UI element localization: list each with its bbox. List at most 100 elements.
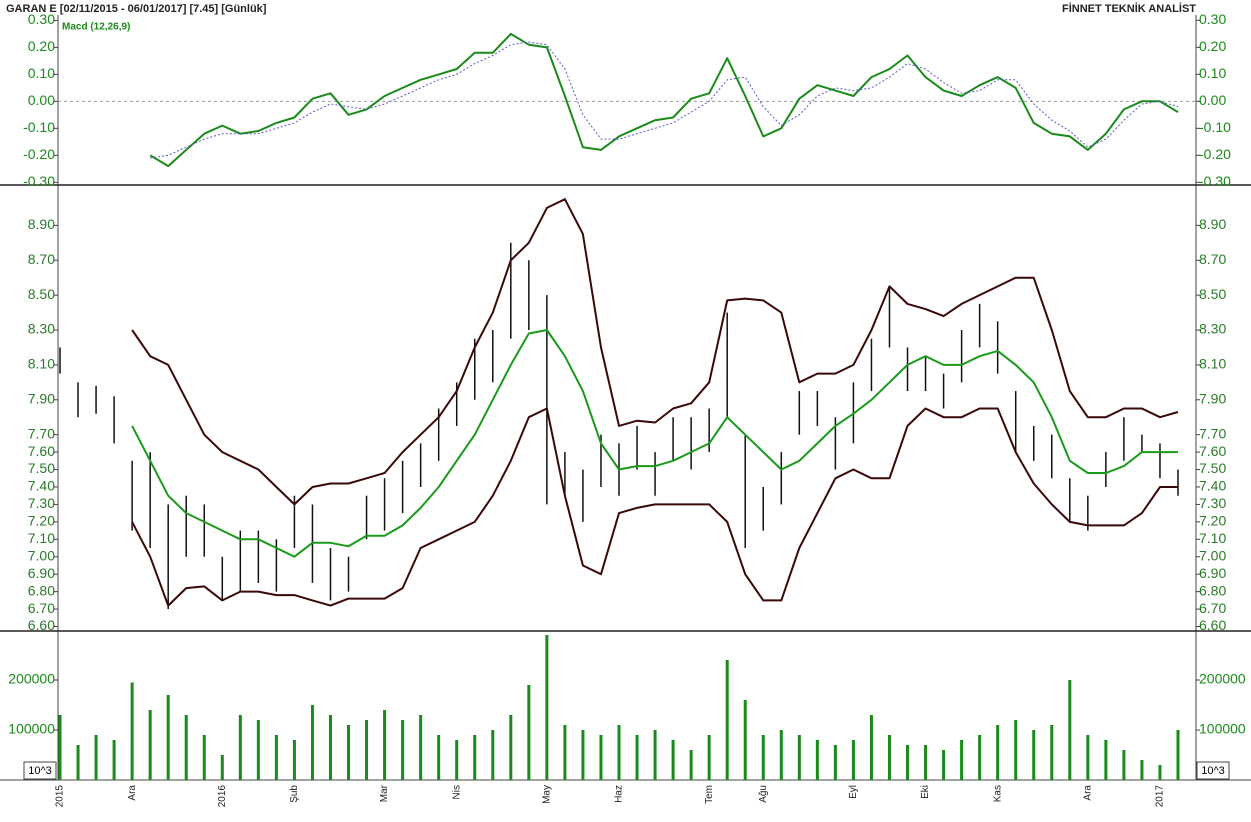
volume-bar — [112, 740, 116, 780]
volume-bar — [942, 750, 946, 780]
x-tick-label: Haz — [614, 785, 625, 803]
y-tick-label: -0.20 — [1199, 146, 1231, 162]
volume-bar — [1122, 750, 1126, 780]
x-tick-label: May — [542, 785, 553, 804]
y-tick-label: 7.70 — [28, 425, 55, 441]
y-tick-label: 100000 — [1199, 721, 1246, 737]
volume-bar — [383, 710, 387, 780]
y-tick-label: -0.10 — [23, 119, 55, 135]
y-tick-label: 6.70 — [1199, 600, 1226, 616]
volume-bar — [58, 715, 62, 780]
volume-bar — [1158, 765, 1162, 780]
volume-bar — [743, 700, 747, 780]
volume-bar — [617, 725, 621, 780]
line-series — [131, 198, 1179, 506]
volume-bar — [671, 740, 675, 780]
volume-bar — [1050, 725, 1054, 780]
volume-bar — [1140, 760, 1144, 780]
x-tick-label: Şub — [289, 785, 300, 803]
unit-label: 10^3 — [28, 765, 52, 777]
y-tick-label: 7.50 — [1199, 460, 1226, 476]
y-tick-label: 7.60 — [28, 443, 55, 459]
volume-bar — [256, 720, 260, 780]
y-tick-label: 7.90 — [28, 390, 55, 406]
y-tick-label: 7.40 — [1199, 478, 1226, 494]
volume-bar — [707, 735, 711, 780]
y-tick-label: 7.70 — [1199, 425, 1226, 441]
y-tick-label: 0.00 — [28, 92, 55, 108]
y-tick-label: 8.10 — [1199, 356, 1226, 372]
y-tick-label: 0.20 — [28, 38, 55, 54]
y-tick-label: 6.80 — [1199, 582, 1226, 598]
volume-bar — [1014, 720, 1018, 780]
line-series — [149, 32, 1179, 168]
x-tick-label: 2017 — [1155, 785, 1166, 808]
volume-bar — [1104, 740, 1108, 780]
y-tick-label: 7.50 — [28, 460, 55, 476]
volume-bar — [166, 695, 170, 780]
x-tick-label: Tem — [704, 785, 715, 804]
y-tick-label: 7.20 — [1199, 513, 1226, 529]
volume-bar — [960, 740, 964, 780]
y-tick-label: 8.90 — [28, 216, 55, 232]
volume-bar — [581, 730, 585, 780]
volume-bar — [924, 745, 928, 780]
y-tick-label: 6.90 — [1199, 565, 1226, 581]
volume-bar — [797, 735, 801, 780]
volume-bar — [491, 730, 495, 780]
volume-bar — [437, 735, 441, 780]
y-tick-label: 7.00 — [1199, 547, 1226, 563]
volume-bar — [220, 755, 224, 780]
volume-bar — [473, 735, 477, 780]
x-tick-label: Mar — [379, 784, 390, 802]
symbol-header: GARAN E [02/11/2015 - 06/01/2017] [7.45]… — [6, 3, 267, 15]
volume-bar — [310, 705, 314, 780]
volume-bar — [833, 745, 837, 780]
line-series — [131, 329, 1178, 558]
y-tick-label: 0.00 — [1199, 92, 1226, 108]
y-tick-label: 7.40 — [28, 478, 55, 494]
volume-bar — [1086, 735, 1090, 780]
x-tick-label: Nis — [451, 785, 462, 799]
y-tick-label: 0.30 — [1199, 11, 1226, 27]
volume-bar — [635, 735, 639, 780]
legend: Macd (12,26,9) — [62, 22, 130, 33]
unit-box — [23, 761, 57, 780]
unit-label: 10^3 — [1201, 765, 1225, 777]
volume-bar — [130, 682, 134, 780]
y-tick-label: 0.30 — [28, 11, 55, 27]
volume-bar — [509, 715, 513, 780]
volume-bar — [761, 735, 765, 780]
volume-bar — [455, 740, 459, 780]
volume-bar — [779, 730, 783, 780]
y-tick-label: 7.00 — [28, 547, 55, 563]
y-tick-label: 0.10 — [1199, 65, 1226, 81]
volume-bar — [725, 660, 729, 780]
x-tick-label: Kas — [992, 785, 1003, 802]
y-tick-label: -0.30 — [23, 173, 55, 189]
y-tick-label: -0.10 — [1199, 119, 1231, 135]
y-tick-label: 7.10 — [1199, 530, 1226, 546]
y-tick-label: 7.60 — [1199, 443, 1226, 459]
volume-bar — [1068, 680, 1072, 780]
volume-bar — [978, 735, 982, 780]
y-tick-label: 7.20 — [28, 513, 55, 529]
y-tick-label: 6.60 — [28, 617, 55, 633]
y-tick-label: 6.70 — [28, 600, 55, 616]
volume-bar — [869, 715, 873, 780]
y-tick-label: 7.30 — [1199, 495, 1226, 511]
x-tick-label: 2016 — [217, 785, 228, 808]
volume-bar — [365, 720, 369, 780]
volume-bar — [996, 725, 1000, 780]
volume-bar — [653, 730, 657, 780]
volume-bar — [599, 735, 603, 780]
volume-bar — [401, 720, 405, 780]
volume-bar — [419, 715, 423, 780]
x-tick-label: Eki — [920, 785, 931, 799]
y-tick-label: 7.10 — [28, 530, 55, 546]
volume-bar — [887, 735, 891, 780]
volume-bar — [906, 745, 910, 780]
y-tick-label: 200000 — [8, 671, 55, 687]
